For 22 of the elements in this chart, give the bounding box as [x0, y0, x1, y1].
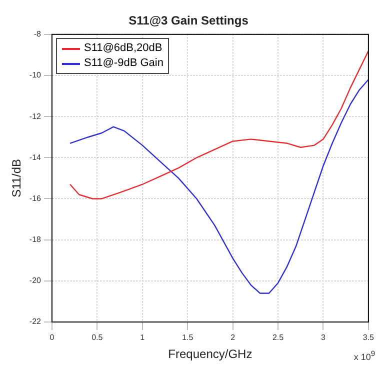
y-tick-label: -20: [29, 276, 42, 286]
x-tick-label: 2: [230, 333, 236, 342]
y-tick-label: -16: [29, 194, 42, 203]
x-tick-label: 3: [321, 333, 326, 342]
y-tick-label: -18: [29, 235, 42, 244]
x-tick-label: 2.5: [272, 333, 284, 342]
x-tick-label: 1: [140, 333, 146, 342]
legend-label: S11@-9dB Gain: [84, 56, 164, 71]
y-tick-label: -12: [29, 112, 42, 121]
x-tick-label: 1.5: [182, 333, 194, 342]
x-axis-title: Frequency/GHz: [168, 347, 252, 362]
y-tick-label: -10: [29, 70, 42, 80]
legend-label: S11@6dB,20dB: [84, 41, 162, 56]
y-tick-label: -22: [29, 317, 42, 326]
y-axis-title: S11/dB: [10, 158, 24, 198]
chart-title: S11@3 Gain Settings: [128, 14, 249, 28]
x-tick-label: 3.5: [362, 333, 375, 342]
y-tick-label: -14: [29, 152, 42, 162]
y-tick-label: -8: [34, 30, 42, 39]
x-tick-label: 0.5: [92, 333, 104, 342]
x-tick-label: 0: [50, 333, 55, 342]
text: x 10$^{9}$: [354, 349, 375, 362]
